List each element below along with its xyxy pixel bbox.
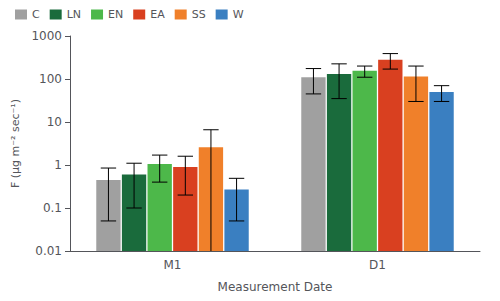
svg-text:LN: LN xyxy=(67,8,81,21)
svg-text:M1: M1 xyxy=(164,258,182,272)
svg-text:EA: EA xyxy=(150,8,165,21)
svg-text:Measurement Date: Measurement Date xyxy=(218,280,333,294)
svg-text:1: 1 xyxy=(54,158,62,172)
svg-text:F (μg m⁻² sec⁻¹): F (μg m⁻² sec⁻¹) xyxy=(9,99,22,188)
svg-text:D1: D1 xyxy=(369,258,386,272)
svg-text:100: 100 xyxy=(39,72,62,86)
svg-text:SS: SS xyxy=(192,8,206,21)
svg-text:EN: EN xyxy=(108,8,123,21)
svg-text:C: C xyxy=(32,8,40,21)
svg-text:0.01: 0.01 xyxy=(35,244,62,258)
svg-text:1000: 1000 xyxy=(31,29,62,43)
svg-text:10: 10 xyxy=(47,115,62,129)
svg-text:W: W xyxy=(233,8,244,21)
svg-text:0.1: 0.1 xyxy=(43,201,62,215)
